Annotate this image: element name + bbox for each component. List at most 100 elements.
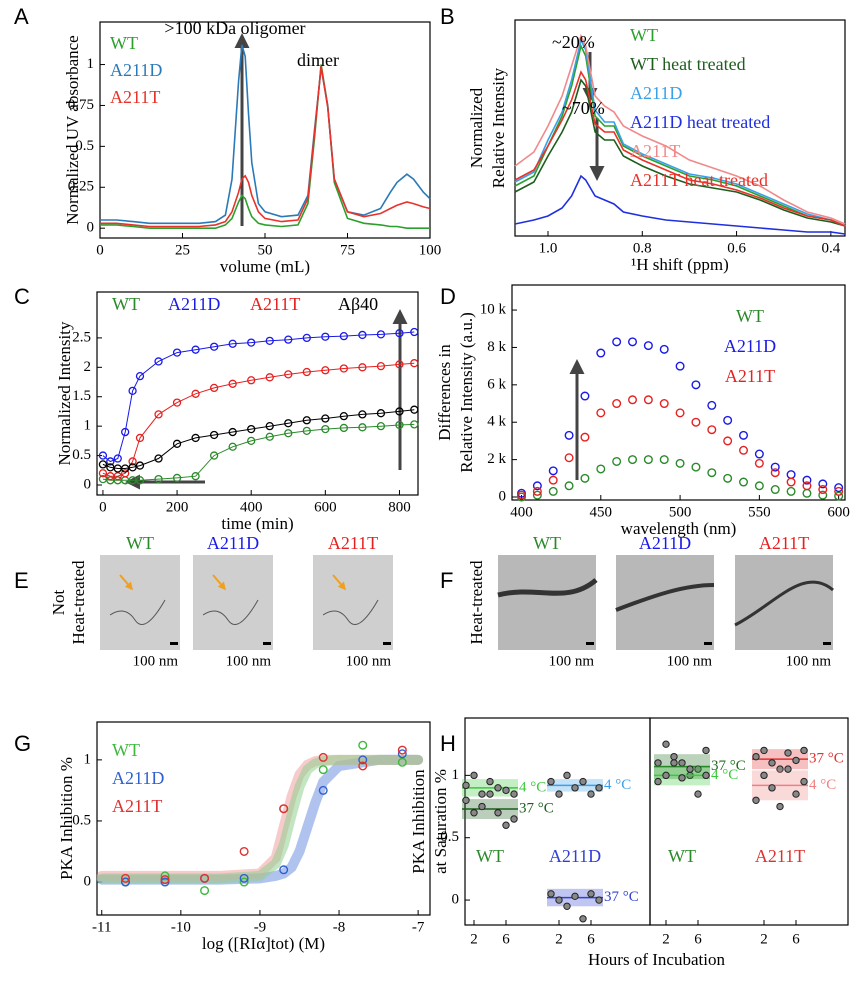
legend-entry: A211D (724, 336, 776, 356)
x-tick-label: 6 (694, 931, 702, 947)
legend-entry: A211T (112, 796, 162, 816)
data-point (768, 759, 776, 767)
data-point (358, 761, 368, 771)
micrograph (100, 555, 180, 650)
x-axis-label: ¹H shift (ppm) (631, 255, 729, 274)
y-tick-label: 0 (84, 476, 92, 492)
data-point (579, 915, 587, 923)
data-point (98, 451, 108, 460)
data-point (160, 877, 170, 887)
data-point (339, 331, 349, 341)
series-line (100, 44, 431, 225)
series-line (514, 43, 846, 227)
condition-label: 4 °C (711, 767, 738, 783)
data-point (128, 457, 137, 466)
x-tick-label: 6 (792, 931, 800, 947)
data-point (494, 809, 502, 817)
pointer-arrow (332, 574, 347, 591)
data-point (675, 361, 685, 371)
data-point (563, 902, 571, 910)
y-tick-label: 1 (84, 751, 92, 767)
data-point (834, 491, 844, 501)
y-tick-label: 1.5 (72, 388, 91, 404)
data-point (478, 790, 486, 798)
x-tick-label: 25 (175, 242, 190, 258)
data-point (723, 415, 733, 425)
x-tick-label: 100 (419, 242, 442, 258)
data-point (532, 490, 542, 500)
data-point (265, 432, 274, 441)
data-point (800, 777, 808, 786)
panel-label: B (440, 4, 455, 29)
data-point (135, 433, 145, 443)
data-point (739, 477, 749, 487)
data-point (628, 337, 638, 347)
data-point (191, 433, 200, 443)
series-line (514, 37, 846, 227)
x-tick-label: 450 (590, 504, 613, 520)
scale-bar (263, 642, 271, 645)
data-point (564, 453, 574, 463)
data-point (555, 790, 563, 798)
data-point (595, 896, 603, 904)
data-point (486, 790, 494, 798)
y-tick-label: 0 (499, 488, 507, 504)
data-point (302, 416, 311, 425)
y-tick-label: 0.25 (68, 179, 94, 195)
x-tick-label: 0.4 (821, 240, 840, 256)
condition-label: 4 °C (809, 777, 836, 793)
data-point (770, 485, 780, 495)
legend-entry: A211D (112, 768, 164, 788)
series-line (100, 64, 430, 229)
y-tick-label: 6 k (487, 376, 506, 392)
x-axis-label: Hours of Incubation (588, 950, 725, 969)
series-line (100, 66, 431, 228)
data-point (209, 383, 219, 393)
data-point (395, 360, 404, 369)
y-axis-label: Differences in (435, 344, 454, 441)
data-point (802, 475, 812, 485)
data-point (494, 784, 502, 792)
data-point (209, 342, 219, 351)
data-point (239, 873, 249, 883)
data-point (228, 442, 237, 451)
data-point (239, 846, 249, 856)
data-point (760, 746, 768, 755)
data-point (470, 771, 478, 780)
data-point (321, 332, 330, 341)
annotation: ~70% (562, 98, 605, 118)
plot-frame (514, 19, 846, 237)
data-point (247, 376, 256, 385)
condition-label: 37 °C (809, 751, 844, 767)
scale-bar (823, 642, 831, 645)
x-tick-label: 1.0 (539, 240, 558, 256)
scale-bar-label: 100 nm (133, 653, 179, 669)
data-point (691, 380, 701, 390)
legend-entry: A211D (630, 83, 682, 103)
panel-label: G (14, 731, 31, 756)
x-tick-label: 0.8 (633, 240, 652, 256)
scale-bar (383, 642, 391, 645)
condition-label: 37 °C (519, 800, 554, 816)
data-point (564, 430, 574, 440)
side-label: Heat-treated (467, 560, 486, 644)
series-line (102, 409, 415, 469)
data-point (209, 451, 219, 460)
data-point (284, 335, 293, 344)
y-tick-label: 1 (87, 56, 95, 72)
data-point (571, 892, 579, 901)
data-point (395, 420, 404, 430)
group-label: A211T (755, 846, 805, 866)
panel-label: E (14, 568, 29, 593)
data-point (547, 890, 555, 898)
x-tick-label: 50 (258, 242, 273, 258)
data-point (318, 752, 328, 762)
y-tick-label: 0.5 (72, 447, 91, 463)
data-point (397, 757, 407, 767)
plot-frame (96, 721, 431, 916)
data-point (691, 462, 701, 472)
data-point (395, 329, 404, 338)
plot-frame (511, 284, 846, 501)
image-title: WT (126, 533, 154, 553)
